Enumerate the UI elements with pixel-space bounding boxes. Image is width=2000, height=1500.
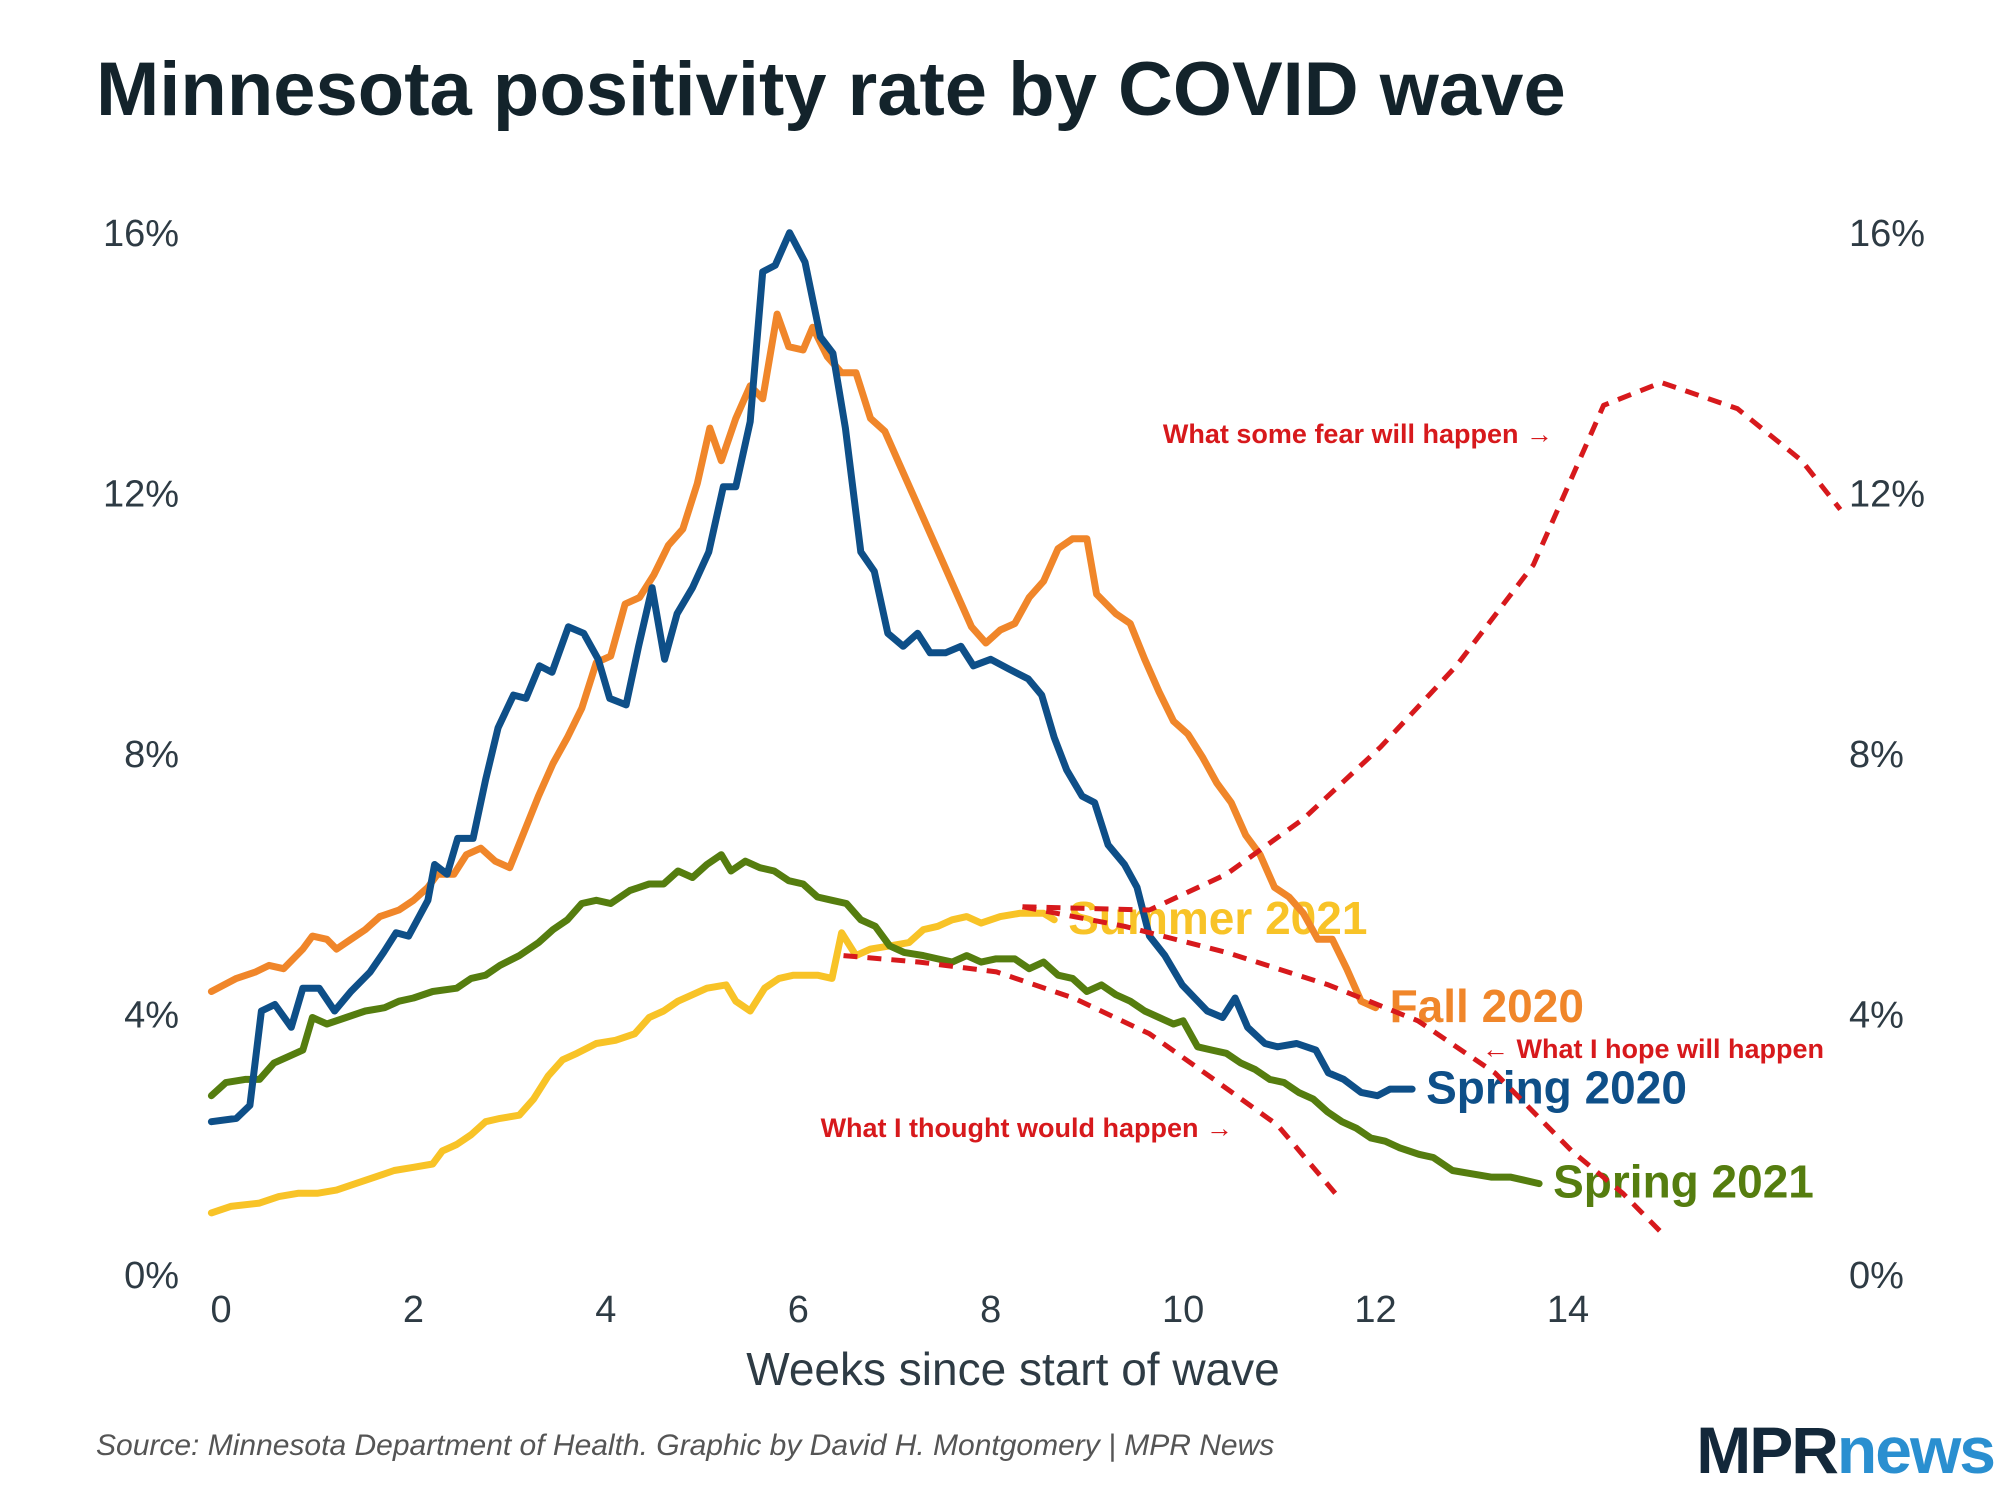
logo: MPRnews	[1696, 1413, 1994, 1487]
x-tick-label: 0	[210, 1289, 231, 1331]
source: Source: Minnesota Department of Health. …	[96, 1429, 1274, 1462]
projection-line	[1022, 380, 1843, 913]
y-tick-label: 12%	[103, 474, 179, 516]
x-tick-label: 10	[1162, 1289, 1204, 1331]
x-tick-label: 4	[595, 1289, 616, 1331]
series-line	[207, 851, 1543, 1188]
y-tick-label: 4%	[124, 995, 179, 1037]
y2-tick-label: 4%	[1849, 995, 1904, 1037]
projection-line	[843, 953, 1338, 1195]
series-line	[207, 310, 1380, 1012]
y2-tick-label: 8%	[1849, 734, 1904, 776]
y2-tick-label: 0%	[1849, 1255, 1904, 1297]
x-tick-label: 8	[980, 1289, 1001, 1331]
y-tick-label: 0%	[124, 1255, 179, 1297]
annotation: ← What I hope will happen	[1482, 1034, 1824, 1064]
series-line	[207, 909, 1058, 1217]
x-axis-title: Weeks since start of wave	[746, 1343, 1279, 1395]
y2-tick-label: 12%	[1849, 474, 1925, 516]
series-line	[207, 229, 1416, 1126]
annotation: What I thought would happen →	[821, 1113, 1233, 1143]
y2-tick-label: 16%	[1849, 213, 1925, 255]
x-tick-label: 2	[403, 1289, 424, 1331]
chart-title: Minnesota positivity rate by COVID wave	[96, 47, 1566, 132]
y-tick-label: 8%	[124, 734, 179, 776]
series-label: Spring 2020	[1426, 1061, 1687, 1113]
logo-part: news	[1837, 1413, 1994, 1487]
y-tick-label: 16%	[103, 213, 179, 255]
series-label: Spring 2021	[1553, 1156, 1814, 1208]
x-tick-label: 6	[788, 1289, 809, 1331]
annotation: What some fear will happen →	[1163, 419, 1553, 449]
logo-part: MPR	[1696, 1413, 1838, 1487]
x-tick-label: 14	[1547, 1289, 1589, 1331]
x-tick-label: 12	[1354, 1289, 1396, 1331]
projection-line	[1022, 904, 1664, 1235]
